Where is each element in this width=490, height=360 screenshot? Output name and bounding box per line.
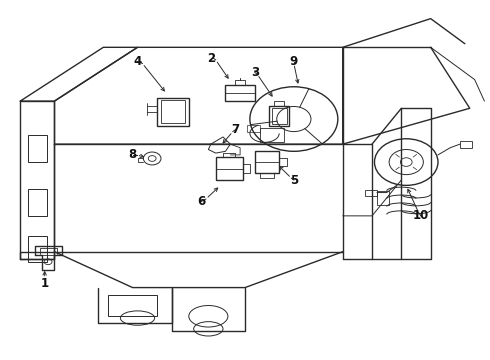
Bar xyxy=(460,141,472,148)
Bar xyxy=(27,235,47,262)
Text: 6: 6 xyxy=(197,195,205,208)
Bar xyxy=(255,151,279,173)
Text: 2: 2 xyxy=(207,51,215,64)
Text: 8: 8 xyxy=(128,148,137,161)
Text: 1: 1 xyxy=(41,278,49,291)
Text: 5: 5 xyxy=(290,174,298,186)
Bar xyxy=(161,100,185,123)
Bar xyxy=(365,190,377,196)
Bar xyxy=(27,189,47,216)
Bar xyxy=(377,191,389,205)
Bar xyxy=(260,128,284,142)
Bar xyxy=(272,108,287,125)
Text: 7: 7 xyxy=(231,123,239,136)
Bar xyxy=(157,98,189,126)
Bar xyxy=(216,157,243,180)
Bar xyxy=(108,295,157,316)
Bar xyxy=(225,85,255,101)
Bar xyxy=(270,107,289,126)
Text: 9: 9 xyxy=(290,55,298,68)
Bar xyxy=(27,135,47,162)
Bar xyxy=(247,125,260,132)
Text: 3: 3 xyxy=(251,66,259,79)
Text: 4: 4 xyxy=(133,55,142,68)
Text: 10: 10 xyxy=(413,210,429,222)
